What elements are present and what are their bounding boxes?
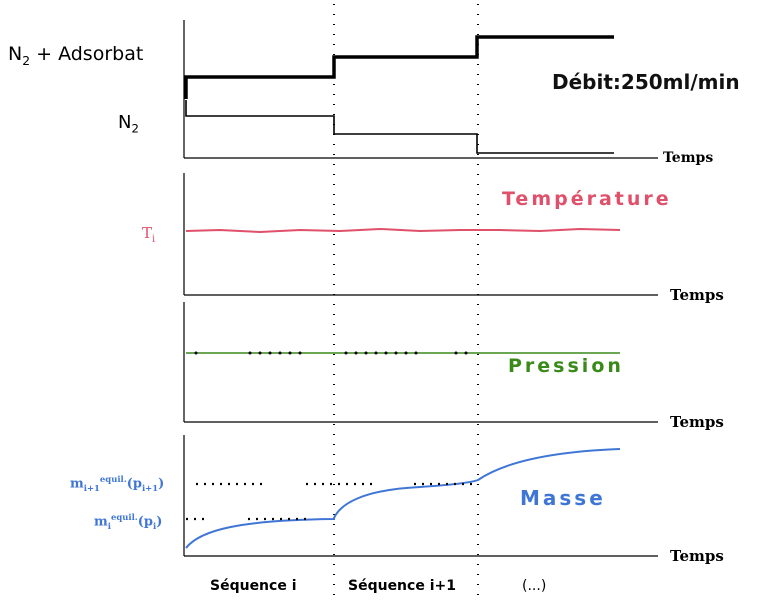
n2-adsorbat-flow-line: [184, 35, 614, 99]
n2-label: N2: [118, 112, 139, 136]
temperature-title: Température: [502, 188, 672, 210]
sequence-ellipsis-label: (...): [522, 578, 547, 594]
ti-label: Ti: [142, 224, 156, 245]
mass-title: Masse: [520, 486, 606, 510]
m-equil-i1-label: mi+1equil.(pi+1): [70, 474, 165, 493]
temperature-line: [185, 227, 621, 234]
flow-time-axis-label: Temps: [663, 150, 714, 166]
sequence-i-label: Séquence i: [210, 578, 297, 594]
sequence-i1-label: Séquence i+1: [348, 578, 456, 594]
pressure-time-axis-label: Temps: [670, 413, 724, 431]
n2-flow-line: [185, 100, 614, 154]
pressure-sample-points: [194, 351, 468, 355]
flow-rate-label: Débit:250ml/min: [552, 70, 740, 94]
pressure-title: Pression: [508, 355, 624, 377]
temperature-time-axis-label: Temps: [670, 286, 724, 304]
mass-time-axis-label: Temps: [670, 547, 724, 565]
m-equil-i-label: miequil.(pi): [94, 512, 163, 531]
mass-curve: [185, 448, 621, 549]
n2-adsorbat-label: N2 + Adsorbat: [8, 43, 144, 68]
